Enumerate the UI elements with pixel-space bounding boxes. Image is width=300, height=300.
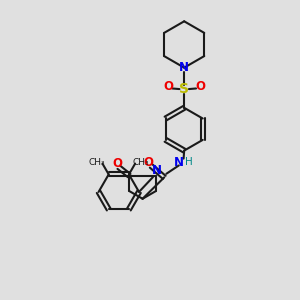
Text: O: O — [195, 80, 205, 93]
Text: N: N — [179, 61, 189, 74]
Text: S: S — [179, 82, 189, 96]
Text: CH₃: CH₃ — [132, 158, 149, 167]
Text: N: N — [152, 164, 162, 177]
Text: H: H — [185, 158, 193, 167]
Text: O: O — [112, 157, 122, 169]
Text: N: N — [174, 156, 184, 169]
Text: O: O — [164, 80, 173, 93]
Text: CH₃: CH₃ — [88, 158, 105, 167]
Text: O: O — [144, 156, 154, 169]
